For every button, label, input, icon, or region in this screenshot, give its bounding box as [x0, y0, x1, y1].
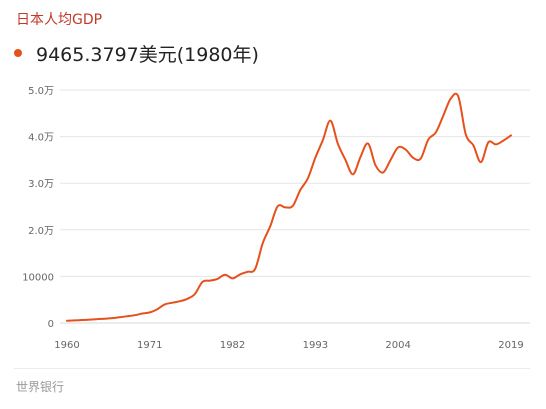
y-tick-label: 5.0万 [28, 86, 54, 97]
chart-title: 日本人均GDP [16, 12, 103, 28]
source-label: 世界银行 [16, 380, 65, 394]
headline: 9465.3797美元(1980年) [14, 38, 259, 68]
line-chart: 0 10000 2.0万 3.0万 4.0万 5.0万 1960 1971 1982 1993 20… [22, 86, 530, 351]
y-tick-label: 3.0万 [28, 179, 54, 190]
x-tick-label: 1971 [137, 340, 162, 351]
x-tick-label: 1993 [303, 340, 328, 351]
x-tick-label: 1960 [54, 340, 79, 351]
headline-amount: 9465.3797美元 [36, 43, 177, 66]
y-tick-label: 4.0万 [28, 133, 54, 144]
x-tick-label: 2019 [498, 340, 523, 351]
series-line [66, 92, 512, 322]
y-tick-label: 0 [48, 319, 54, 330]
x-tick-label: 1982 [220, 340, 245, 351]
headline-year: (1980年) [176, 43, 259, 66]
headline-value: 9465.3797美元(1980年) [36, 40, 259, 67]
bullet-dot-icon [14, 49, 22, 57]
y-tick-label: 10000 [22, 272, 54, 283]
x-tick-label: 2004 [385, 340, 410, 351]
divider [14, 368, 530, 369]
y-tick-label: 2.0万 [28, 226, 54, 237]
